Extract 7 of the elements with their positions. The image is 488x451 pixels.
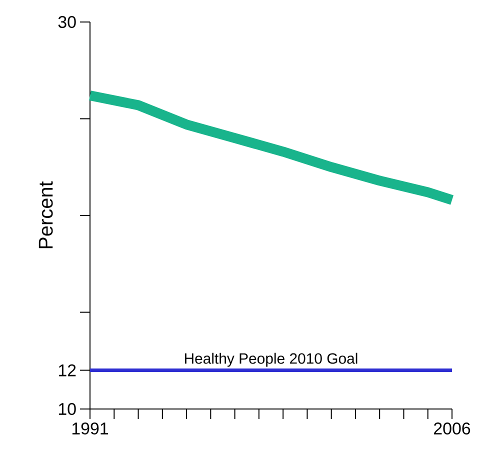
x-tick-label: 1991 [72,422,108,434]
y-tick-label: 12 [58,364,76,376]
y-tick-label: 30 [58,16,76,28]
ref-line-label: Healthy People 2010 Goal [184,352,358,367]
y-tick-label: 10 [58,402,76,415]
y-axis-title: Percent [38,181,53,248]
x-tick-label: 2006 [434,422,470,434]
